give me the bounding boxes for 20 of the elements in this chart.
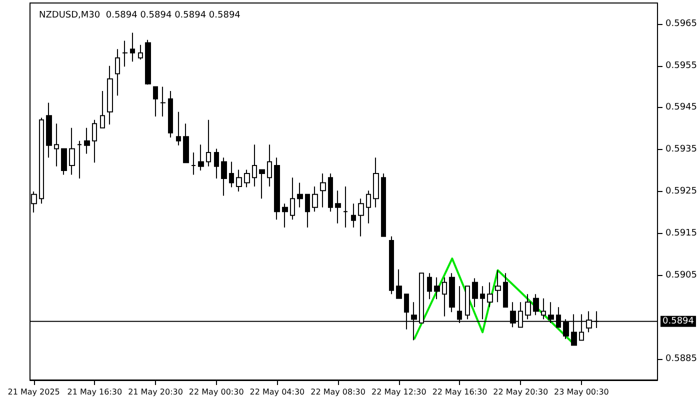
y-tick-label: 0.5945	[666, 102, 698, 113]
y-tick-label: 0.5965	[666, 18, 698, 29]
y-tick-label: 0.5925	[666, 186, 698, 196]
x-tick-label: 22 May 20:30	[493, 388, 548, 396]
y-tick-label: 0.5885	[666, 354, 698, 364]
x-tick-label: 22 May 04:30	[250, 388, 305, 396]
x-tick-label: 22 May 08:30	[310, 388, 366, 396]
x-tick-label: 22 May 12:30	[371, 388, 426, 396]
x-tick-label: 21 May 2025	[8, 388, 60, 396]
y-tick-label: 0.5935	[666, 144, 698, 155]
text: NZDUSD,M30 0.5894 0.5894 0.5894 0.5894	[39, 10, 241, 20]
ref-line-label: 0.5894	[662, 316, 694, 326]
x-tick-label: 22 May 16:30	[432, 388, 488, 396]
y-tick-label: 0.5955	[666, 60, 698, 71]
y-tick-label: 0.5915	[666, 228, 698, 238]
x-tick-label: 21 May 16:30	[67, 388, 122, 396]
x-tick-label: 23 May 00:30	[554, 388, 609, 396]
y-tick-label: 0.5905	[666, 270, 698, 280]
x-tick-label: 22 May 00:30	[188, 388, 244, 396]
x-tick-label: 21 May 20:30	[128, 388, 183, 396]
